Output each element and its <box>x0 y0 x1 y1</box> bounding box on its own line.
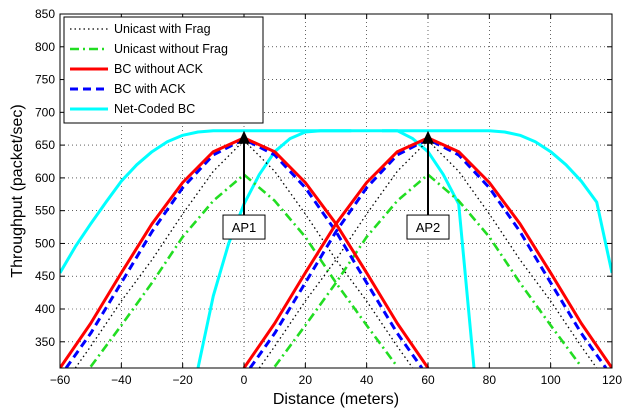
annotations: AP1 AP2 <box>222 130 450 240</box>
x-tick-label: −40 <box>111 373 132 387</box>
legend-entry-label: Unicast with Frag <box>114 22 211 36</box>
series-line-unicast-without-frag-2 <box>273 173 583 368</box>
legend-entry-label: BC with ACK <box>114 82 186 96</box>
y-tick-label: 800 <box>35 40 55 54</box>
plot-frame <box>59 13 613 369</box>
x-tick-label: 120 <box>602 373 622 387</box>
legend: Unicast with Frag Unicast without Frag BC … <box>63 16 264 124</box>
y-tick-label: 850 <box>35 7 55 21</box>
x-tick-label: 80 <box>483 373 497 387</box>
x-tick-label: −60 <box>50 373 71 387</box>
y-tick-label: 400 <box>35 302 55 316</box>
annotation-label: AP1 <box>232 220 257 235</box>
y-tick-label: 750 <box>35 73 55 87</box>
y-tick-label: 650 <box>35 138 55 152</box>
annotation-label: AP2 <box>416 220 441 235</box>
x-tick-label: 20 <box>299 373 313 387</box>
series-line-unicast-without-frag-1 <box>89 173 399 368</box>
annotation-box <box>406 214 450 240</box>
legend-entry-label: Unicast without Frag <box>114 42 228 56</box>
series-line-bc-with-ack-1 <box>64 137 424 368</box>
y-tick-label: 550 <box>35 204 55 218</box>
y-tick-label: 500 <box>35 236 55 250</box>
x-tick-label: −20 <box>172 373 193 387</box>
x-tick-label: 40 <box>360 373 374 387</box>
y-tick-label: 450 <box>35 269 55 283</box>
y-axis-label: Throughput (packet/sec) <box>9 104 26 277</box>
annotation-arrow-head <box>422 130 434 144</box>
annotation-arrow-head <box>238 130 250 144</box>
x-axis-label: Distance (meters) <box>273 391 399 408</box>
annotation-box <box>222 214 266 240</box>
y-tick-label: 350 <box>35 335 55 349</box>
y-axis-ticks: 350 400 450 500 550 600 650 700 750 800 850 <box>35 7 612 349</box>
legend-entry-label: BC without ACK <box>114 62 204 76</box>
x-tick-label: 100 <box>541 373 561 387</box>
x-tick-label: 0 <box>241 373 248 387</box>
y-tick-label: 600 <box>35 171 55 185</box>
series-line-bc-with-ack-2 <box>248 137 608 368</box>
y-tick-label: 700 <box>35 105 55 119</box>
x-tick-label: 60 <box>421 373 435 387</box>
x-axis-ticks: −60 −40 −20 0 20 40 60 80 100 120 <box>50 14 622 387</box>
legend-entry-label: Net-Coded BC <box>114 102 195 116</box>
